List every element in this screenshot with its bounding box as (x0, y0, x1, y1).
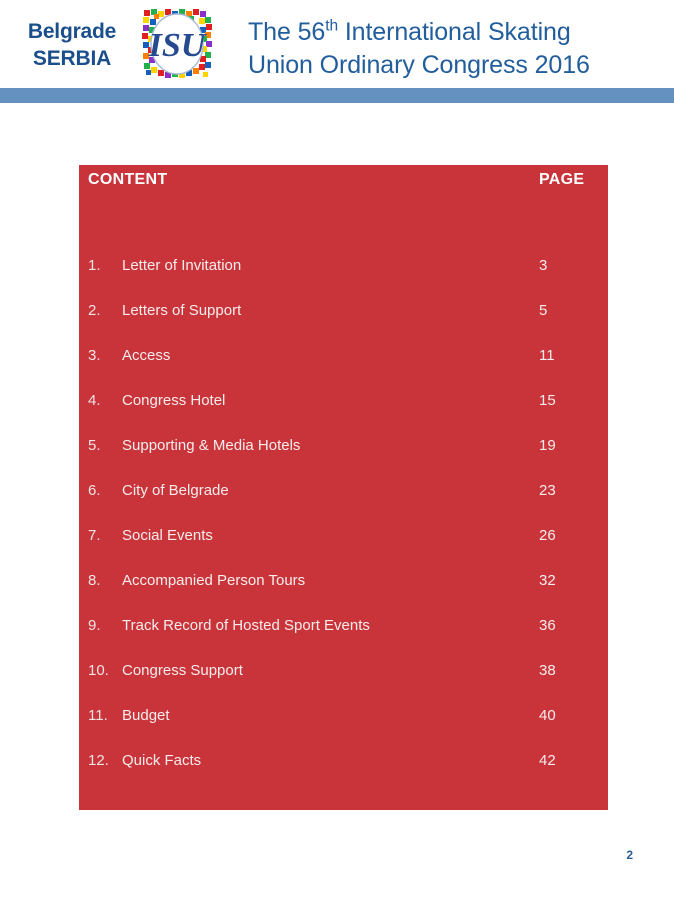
toc-row-page: 3 (539, 257, 548, 274)
toc-row-number: 3. (88, 347, 101, 364)
host-city-label: Belgrade (27, 20, 117, 43)
isu-logo-icon: ISU (142, 8, 212, 80)
slide-page-number: 2 (626, 848, 633, 862)
toc-row-page: 11 (539, 347, 555, 364)
slide-header: Belgrade SERBIA (0, 0, 674, 88)
toc-row-page: 36 (539, 617, 556, 634)
toc-row-number: 10. (88, 662, 109, 679)
header-divider-bar (0, 88, 674, 103)
toc-row-label: Congress Support (122, 662, 243, 679)
table-row[interactable]: 5. Supporting & Media Hotels 19 (79, 437, 608, 482)
table-row[interactable]: 12. Quick Facts 42 (79, 752, 608, 797)
toc-row-label: Letter of Invitation (122, 257, 242, 274)
table-row[interactable]: 7. Social Events 26 (79, 527, 608, 572)
table-row[interactable]: 9. Track Record of Hosted Sport Events 3… (79, 617, 608, 662)
page-title-line-2: Union Ordinary Congress 2016 (248, 51, 590, 79)
toc-row-page: 32 (539, 572, 556, 589)
toc-row-page: 23 (539, 482, 556, 499)
toc-row-page: 42 (539, 752, 556, 769)
host-country-label: SERBIA (32, 47, 112, 70)
table-row[interactable]: 6. City of Belgrade 23 (79, 482, 608, 527)
toc-row-number: 2. (88, 302, 101, 319)
toc-row-number: 11. (88, 707, 108, 724)
table-row[interactable]: 4. Congress Hotel 15 (79, 392, 608, 437)
toc-row-label: Track Record of Hosted Sport Events (122, 617, 370, 634)
table-row[interactable]: 11. Budget 40 (79, 707, 608, 752)
toc-row-number: 6. (88, 482, 101, 499)
toc-row-label: Social Events (122, 527, 213, 544)
svg-text:ISU: ISU (148, 27, 208, 64)
toc-row-number: 7. (88, 527, 101, 544)
toc-row-label: Congress Hotel (122, 392, 226, 409)
page-title-line-1: The 56th International Skating (248, 16, 668, 49)
toc-header-row: CONTENT PAGE (79, 165, 608, 213)
table-row[interactable]: 2. Letters of Support 5 (79, 302, 608, 347)
toc-column-header-content: CONTENT (88, 171, 168, 188)
toc-row-label: Access (122, 347, 171, 364)
toc-row-page: 19 (539, 437, 556, 454)
toc-row-label: Quick Facts (122, 752, 202, 769)
toc-row-number: 4. (88, 392, 101, 409)
page-title: The 56th International Skating Union Ord… (248, 16, 668, 82)
toc-row-number: 9. (88, 617, 101, 634)
toc-row-label: Accompanied Person Tours (122, 572, 306, 589)
table-row[interactable]: 10. Congress Support 38 (79, 662, 608, 707)
toc-column-header-page: PAGE (539, 171, 585, 188)
toc-row-number: 5. (88, 437, 101, 454)
page-title-suffix: International Skating (337, 18, 571, 46)
toc-row-page: 5 (539, 302, 548, 319)
host-location: Belgrade SERBIA (8, 18, 136, 72)
toc-row-page: 26 (539, 527, 556, 544)
toc-row-number: 12. (88, 752, 109, 769)
toc-row-page: 38 (539, 662, 556, 679)
page-title-ordinal: th (325, 17, 338, 35)
table-of-contents-panel: CONTENT PAGE 1. Letter of Invitation 3 2… (79, 165, 608, 810)
toc-row-label: Letters of Support (122, 302, 242, 319)
toc-row-page: 15 (539, 392, 556, 409)
toc-row-label: Supporting & Media Hotels (122, 437, 301, 454)
toc-row-page: 40 (539, 707, 556, 724)
toc-row-number: 1. (88, 257, 101, 274)
toc-row-number: 8. (88, 572, 101, 589)
page-title-prefix: The 56 (248, 18, 326, 46)
table-row[interactable]: 3. Access 11 (79, 347, 608, 392)
toc-row-label: City of Belgrade (122, 482, 229, 499)
toc-row-label: Budget (122, 707, 170, 724)
table-row[interactable]: 1. Letter of Invitation 3 (79, 257, 608, 302)
toc-row-list: 1. Letter of Invitation 3 2. Letters of … (79, 257, 608, 797)
table-row[interactable]: 8. Accompanied Person Tours 32 (79, 572, 608, 617)
